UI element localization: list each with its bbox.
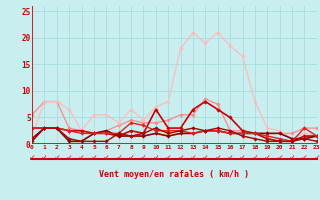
Text: ↙: ↙ [116, 154, 122, 163]
Text: ↙: ↙ [264, 154, 270, 163]
Text: ↙: ↙ [78, 154, 85, 163]
Text: ↙: ↙ [301, 154, 308, 163]
Text: ↙: ↙ [214, 154, 221, 163]
Text: ↙: ↙ [66, 154, 72, 163]
Text: ↙: ↙ [29, 154, 35, 163]
Text: ↙: ↙ [289, 154, 295, 163]
Text: ↙: ↙ [153, 154, 159, 163]
Text: ↙: ↙ [91, 154, 97, 163]
Text: ↙: ↙ [190, 154, 196, 163]
Text: ↙: ↙ [314, 154, 320, 163]
Text: ↙: ↙ [252, 154, 258, 163]
Text: ↙: ↙ [227, 154, 233, 163]
Text: ↙: ↙ [53, 154, 60, 163]
Text: ↙: ↙ [165, 154, 172, 163]
Text: ↙: ↙ [128, 154, 134, 163]
Text: ↙: ↙ [239, 154, 246, 163]
Text: ↙: ↙ [202, 154, 209, 163]
Text: ↙: ↙ [140, 154, 147, 163]
Text: ↙: ↙ [276, 154, 283, 163]
Text: ↙: ↙ [41, 154, 48, 163]
Text: ↙: ↙ [103, 154, 109, 163]
Text: ↙: ↙ [177, 154, 184, 163]
X-axis label: Vent moyen/en rafales ( km/h ): Vent moyen/en rafales ( km/h ) [100, 170, 249, 179]
